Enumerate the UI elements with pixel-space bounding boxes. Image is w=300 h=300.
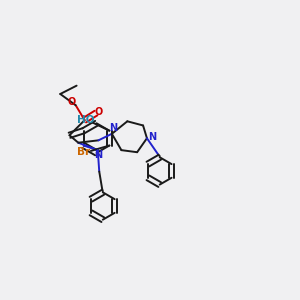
Text: Br: Br — [77, 147, 90, 158]
Text: N: N — [94, 151, 102, 160]
Text: HO: HO — [77, 115, 94, 125]
Text: N: N — [148, 132, 156, 142]
Text: N: N — [109, 123, 117, 134]
Text: O: O — [67, 97, 75, 107]
Text: O: O — [94, 106, 103, 117]
